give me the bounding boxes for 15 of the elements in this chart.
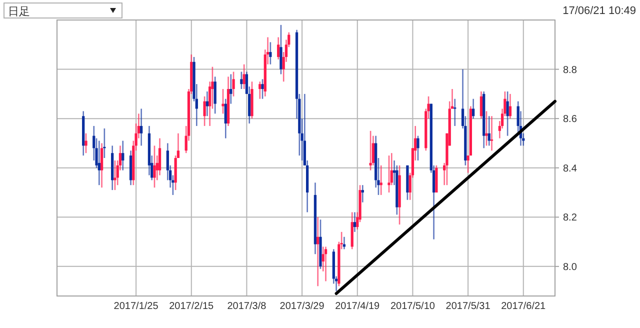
y-tick-label: 8.2 (563, 212, 578, 224)
x-tick-label: 2017/2/15 (169, 301, 214, 312)
x-tick-label: 2017/5/31 (446, 301, 491, 312)
x-tick-label: 2017/1/25 (114, 301, 159, 312)
x-tick-label: 2017/5/10 (390, 301, 436, 312)
x-tick-label: 2017/6/21 (501, 301, 546, 312)
y-tick-label: 8.6 (563, 114, 578, 126)
x-tick-label: 2017/3/8 (227, 301, 267, 312)
x-tick-label: 2017/3/29 (280, 301, 325, 312)
y-tick-label: 8.8 (563, 64, 578, 76)
x-tick-label: 2017/4/19 (335, 301, 380, 312)
y-tick-label: 8.4 (563, 163, 578, 174)
text: 日足 (8, 6, 30, 18)
y-tick-label: 8.0 (563, 262, 578, 273)
text: 17/06/21 10:49 (562, 5, 636, 17)
